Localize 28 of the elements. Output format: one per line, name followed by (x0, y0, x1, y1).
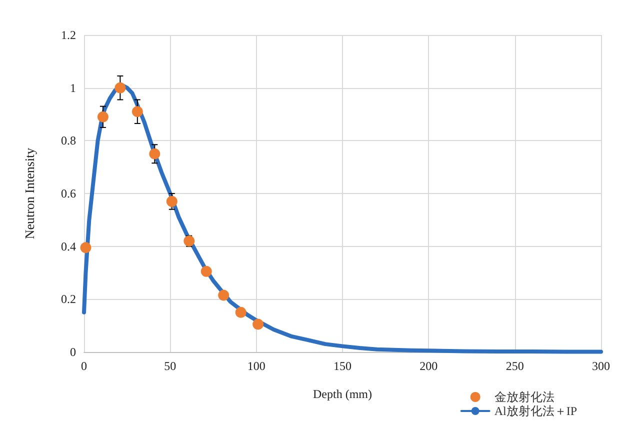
y-tick-label: 0.6 (61, 186, 76, 200)
point (149, 148, 160, 160)
x-tick-label: 300 (592, 359, 610, 373)
y-tick-label: 0 (70, 345, 76, 359)
y-tick-label: 0.2 (61, 292, 76, 306)
point (97, 111, 108, 122)
x-tick-label: 50 (164, 359, 176, 373)
legend-label: 金放射化法 (494, 390, 554, 404)
point (80, 242, 92, 254)
point (166, 196, 178, 207)
x-tick-label: 100 (247, 359, 266, 373)
point (114, 82, 126, 94)
y-tick-label: 1 (70, 80, 76, 95)
point (218, 290, 230, 301)
y-tick-label: 1.2 (61, 28, 76, 42)
x-axis-title: Depth (mm) (313, 387, 372, 401)
point (252, 318, 264, 330)
x-tick-label: 200 (420, 359, 438, 373)
x-tick-label: 250 (506, 359, 524, 373)
point (200, 266, 212, 277)
x-tick-label: 150 (334, 359, 352, 373)
y-tick-label: 0.8 (61, 134, 76, 148)
point (132, 106, 143, 118)
point (235, 306, 246, 318)
y-axis-title: Neutron Intensity (22, 147, 37, 240)
legend-label: Al放射化法＋IP (494, 404, 578, 418)
x-tick-label: 0 (81, 359, 87, 373)
y-tick-label: 0.4 (61, 239, 76, 254)
